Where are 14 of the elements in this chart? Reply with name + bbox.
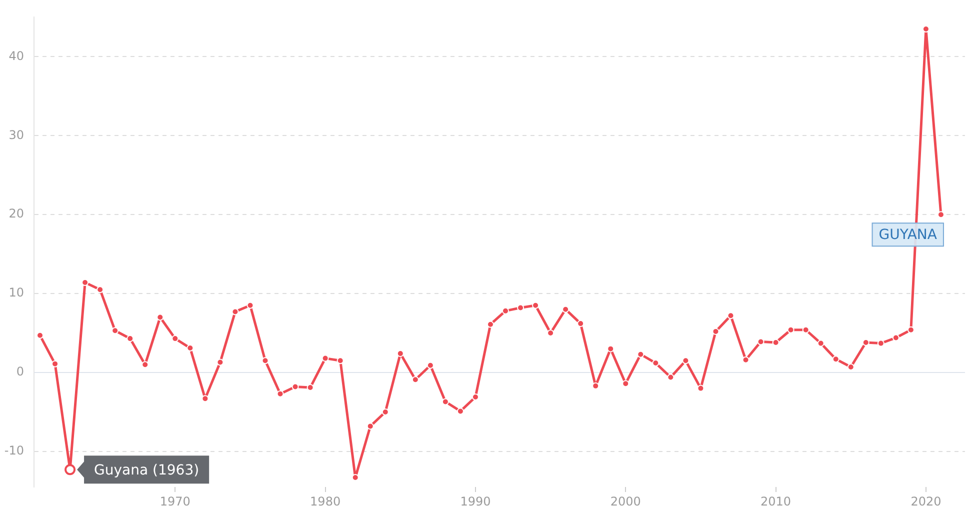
y-tick-label: 20: [8, 206, 24, 221]
x-tick-label: 1990: [460, 494, 491, 508]
x-tick-label: 2020: [910, 494, 942, 508]
x-tick-label: 2000: [610, 494, 641, 508]
y-tick-label: 30: [8, 128, 24, 142]
y-tick-label: 40: [8, 48, 24, 63]
y-tick-label: 0: [16, 364, 24, 379]
x-tick-label: 1970: [160, 494, 190, 508]
y-tick-label: -10: [4, 444, 24, 458]
series-label: GUYANA: [878, 227, 938, 244]
y-tick-label: 10: [8, 286, 24, 300]
x-tick-label: 1980: [310, 494, 341, 508]
x-tick-label: 2010: [760, 494, 792, 508]
annotation: Guyana (1963): [94, 462, 200, 478]
